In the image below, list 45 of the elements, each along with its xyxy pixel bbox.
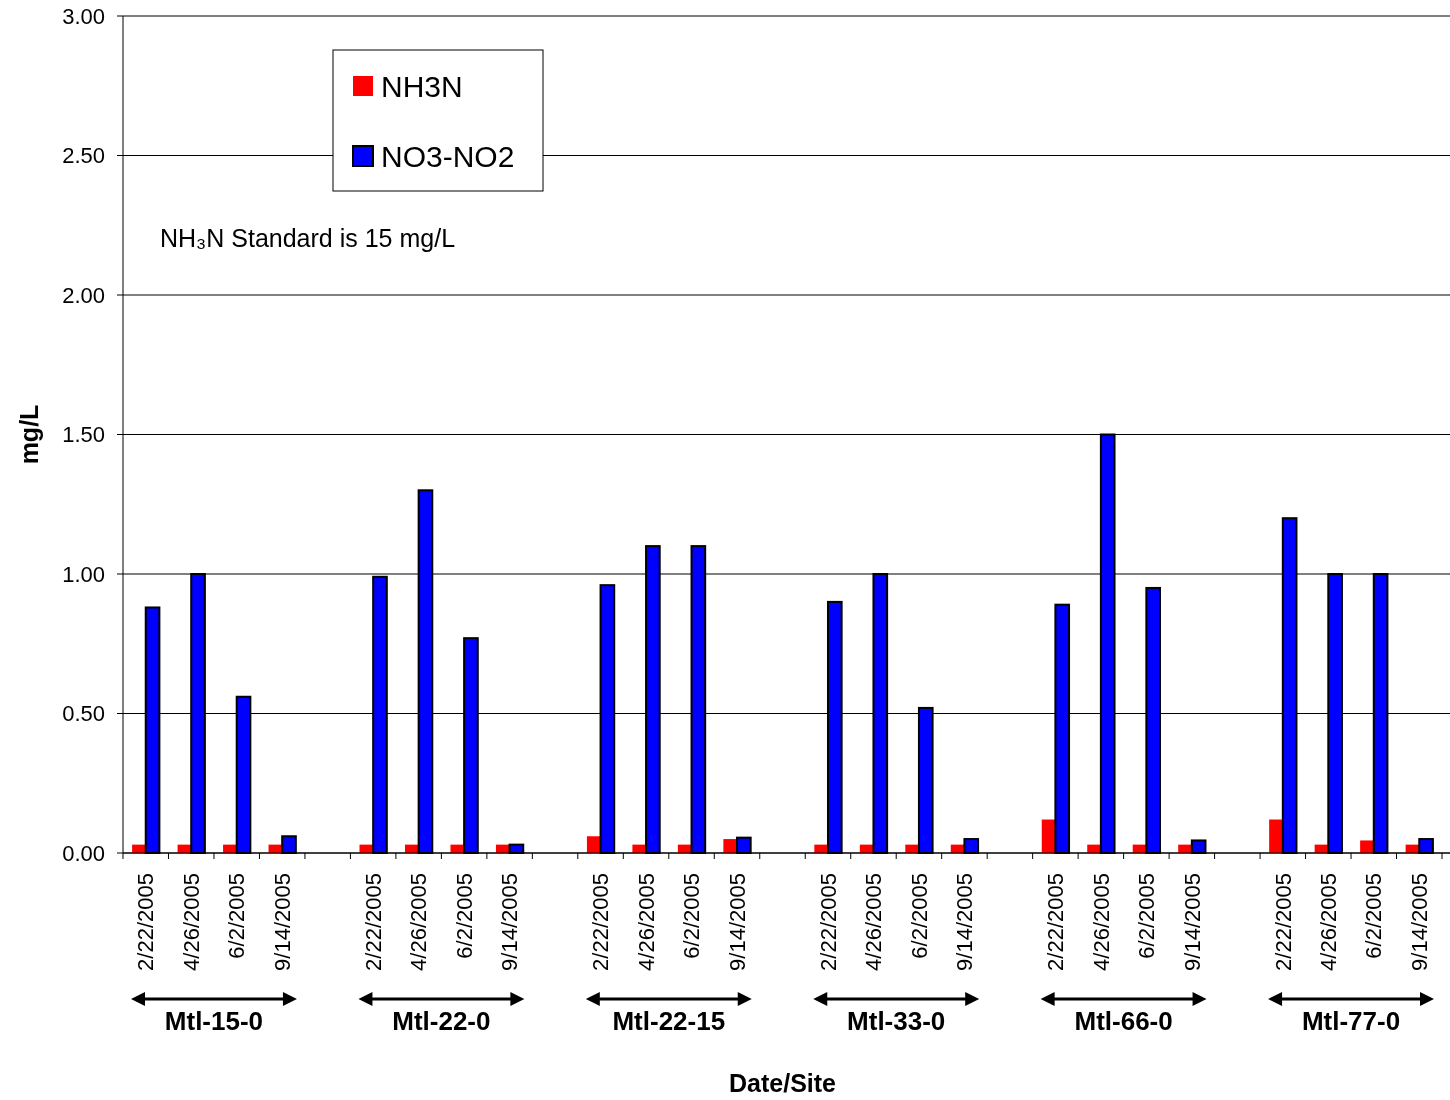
- x-tick-label: 4/26/2005: [1088, 873, 1114, 971]
- x-tick-label: 4/26/2005: [1315, 873, 1341, 971]
- y-tick-label: 0.50: [62, 701, 105, 727]
- x-tick-label: 9/14/2005: [497, 873, 523, 971]
- x-tick-label: 4/26/2005: [406, 873, 432, 971]
- x-tick-label: 4/26/2005: [178, 873, 204, 971]
- x-tick-label: 9/14/2005: [269, 873, 295, 971]
- x-tick-label: 9/14/2005: [952, 873, 978, 971]
- x-tick-label: 2/22/2005: [133, 873, 159, 971]
- legend-label: NH3N: [381, 69, 463, 103]
- y-tick-label: 1.00: [62, 561, 105, 587]
- y-tick-label: 0.00: [62, 840, 105, 866]
- x-tick-label: 9/14/2005: [1179, 873, 1205, 971]
- x-tick-label: 4/26/2005: [633, 873, 659, 971]
- x-tick-label: 6/2/2005: [451, 873, 477, 959]
- text: Mtl-22-0: [392, 1006, 491, 1036]
- y-tick-label: 1.50: [62, 422, 105, 448]
- text: Mtl-22-15: [612, 1006, 726, 1036]
- y-tick-label: 3.00: [62, 3, 105, 29]
- text: Mtl-33-0: [847, 1006, 946, 1036]
- x-tick-label: 2/22/2005: [360, 873, 386, 971]
- bar: [586, 836, 601, 853]
- x-tick-label: 9/14/2005: [1406, 873, 1432, 971]
- x-tick-label: 2/22/2005: [588, 873, 614, 971]
- x-tick-label: 9/14/2005: [724, 873, 750, 971]
- x-tick-label: 6/2/2005: [1134, 873, 1160, 959]
- x-tick-label: 6/2/2005: [1361, 873, 1387, 959]
- annotation: NH₃N Standard is 15 mg/L: [160, 224, 456, 252]
- bar: [1360, 840, 1374, 853]
- x-tick-label: 6/2/2005: [906, 873, 932, 959]
- text: Mtl-66-0: [1074, 1006, 1173, 1036]
- x-tick-label: 2/22/2005: [1270, 873, 1296, 971]
- x-tick-label: 6/2/2005: [224, 873, 250, 959]
- y-axis-title: mg/L: [15, 404, 43, 465]
- y-tick-label: 2.50: [62, 143, 105, 169]
- legend-label: NO3-NO2: [381, 139, 515, 173]
- x-tick-label: 6/2/2005: [679, 873, 705, 959]
- x-tick-label: 2/22/2005: [1043, 873, 1069, 971]
- text: Mtl-15-0: [164, 1006, 264, 1036]
- x-tick-label: 2/22/2005: [815, 873, 841, 971]
- bar: [1269, 819, 1283, 853]
- x-tick-label: 4/26/2005: [861, 873, 887, 971]
- text: Mtl-77-0: [1301, 1006, 1401, 1036]
- x-axis-title: Date/Site: [729, 1069, 837, 1097]
- y-tick-label: 2.00: [62, 282, 105, 308]
